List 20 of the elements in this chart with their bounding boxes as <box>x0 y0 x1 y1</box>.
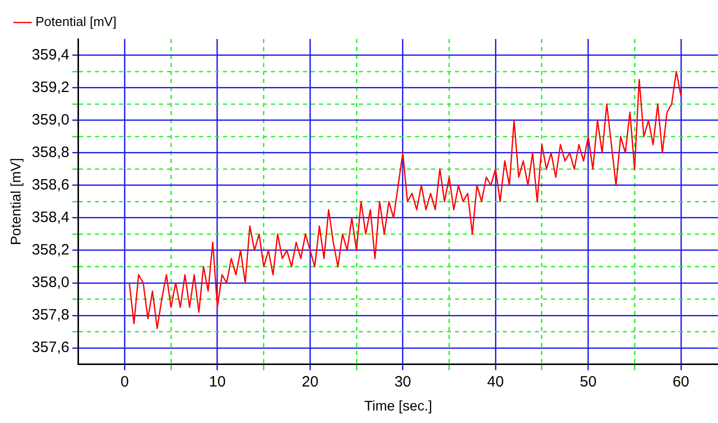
y-tick-label: 357,8 <box>32 306 70 324</box>
x-tick-label: 50 <box>580 373 597 390</box>
y-tick-label: 358,2 <box>32 242 70 259</box>
x-tick-label: 60 <box>672 373 690 390</box>
x-tick-label: 10 <box>209 373 226 390</box>
y-tick-label: 358,0 <box>32 274 70 292</box>
y-tick-label: 358,4 <box>32 209 70 226</box>
y-tick-label: 359,4 <box>32 46 70 64</box>
y-tick-label: 357,6 <box>32 339 70 356</box>
y-tick-label: 359,0 <box>32 111 70 128</box>
y-tick-label: 358,6 <box>32 176 70 194</box>
x-tick-label: 30 <box>394 373 412 390</box>
x-tick-label: 40 <box>487 373 504 390</box>
x-tick-label: 0 <box>120 373 129 390</box>
x-tick-label: 20 <box>302 373 318 390</box>
x-axis-title: Time [sec.] <box>364 397 432 414</box>
y-axis-title: Potential [mV] <box>7 158 24 246</box>
legend-label: Potential [mV] <box>36 14 116 30</box>
y-tick-label: 358,8 <box>32 144 70 161</box>
y-tick-label: 359,2 <box>32 78 70 96</box>
